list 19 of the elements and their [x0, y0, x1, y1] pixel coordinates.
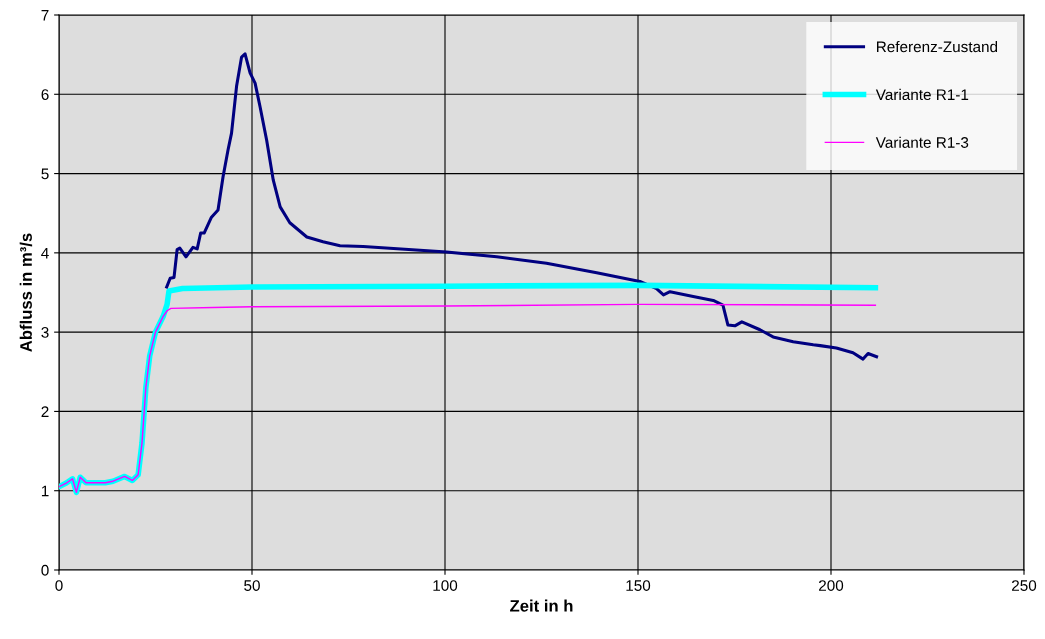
y-tick-label: 1 — [41, 485, 49, 497]
y-tick-label: 7 — [41, 10, 49, 21]
x-tick-label: 200 — [819, 580, 844, 591]
x-tick-label: 50 — [244, 580, 260, 591]
y-tick-label: 3 — [41, 327, 49, 338]
x-tick-label: 150 — [626, 580, 651, 591]
y-tick-label: 6 — [41, 89, 49, 100]
legend-label: Variante R1-3 — [875, 136, 969, 148]
y-tick-label: 4 — [41, 247, 49, 259]
x-tick-label: 0 — [55, 580, 63, 591]
y-tick-label: 5 — [41, 168, 49, 180]
y-tick-label: 2 — [41, 406, 49, 417]
legend-label: Referenz-Zustand — [877, 40, 998, 53]
x-tick-label: 250 — [1012, 580, 1037, 591]
y-tick-label: 0 — [41, 564, 49, 576]
y-axis-title: Abfluss in m³/s — [19, 233, 33, 352]
x-axis-title: Zeit in h — [510, 599, 573, 612]
legend-label: Variante R1-1 — [875, 88, 969, 101]
x-tick-label: 100 — [433, 580, 458, 591]
